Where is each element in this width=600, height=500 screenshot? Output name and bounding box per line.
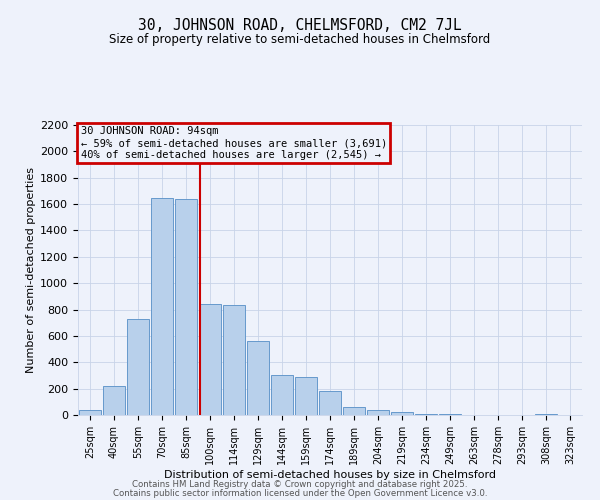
Bar [247, 340, 269, 415]
Bar [127, 319, 149, 415]
Bar [199, 304, 221, 415]
X-axis label: Distribution of semi-detached houses by size in Chelmsford: Distribution of semi-detached houses by … [164, 470, 496, 480]
Text: Size of property relative to semi-detached houses in Chelmsford: Size of property relative to semi-detach… [109, 32, 491, 46]
Bar [367, 410, 389, 415]
Bar [103, 386, 125, 415]
Bar [79, 410, 101, 415]
Bar [295, 378, 317, 415]
Y-axis label: Number of semi-detached properties: Number of semi-detached properties [26, 167, 36, 373]
Bar [415, 414, 437, 415]
Bar [439, 414, 461, 415]
Bar [271, 376, 293, 415]
Text: Contains HM Land Registry data © Crown copyright and database right 2025.: Contains HM Land Registry data © Crown c… [132, 480, 468, 489]
Bar [223, 305, 245, 415]
Bar [391, 412, 413, 415]
Text: 30 JOHNSON ROAD: 94sqm
← 59% of semi-detached houses are smaller (3,691)
40% of : 30 JOHNSON ROAD: 94sqm ← 59% of semi-det… [80, 126, 387, 160]
Bar [535, 414, 557, 415]
Bar [319, 392, 341, 415]
Bar [343, 407, 365, 415]
Text: 30, JOHNSON ROAD, CHELMSFORD, CM2 7JL: 30, JOHNSON ROAD, CHELMSFORD, CM2 7JL [138, 18, 462, 32]
Bar [151, 198, 173, 415]
Bar [175, 199, 197, 415]
Text: Contains public sector information licensed under the Open Government Licence v3: Contains public sector information licen… [113, 488, 487, 498]
